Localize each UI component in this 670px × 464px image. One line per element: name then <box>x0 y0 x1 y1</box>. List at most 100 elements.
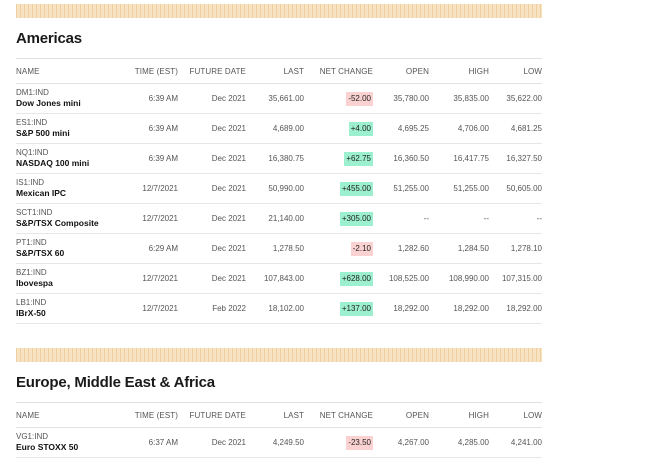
instrument-cell[interactable]: DM1:IND Dow Jones mini <box>16 83 126 114</box>
net-change-badge: +305.00 <box>339 211 373 226</box>
low-cell: -- <box>489 203 542 234</box>
low-cell: 35,622.00 <box>489 83 542 114</box>
last-cell: 35,661.00 <box>246 83 304 114</box>
net-change-cell: +4.00 <box>304 113 373 144</box>
last-cell: 16,380.75 <box>246 143 304 174</box>
ticker-link[interactable]: ES1:IND <box>16 118 48 127</box>
col-header-future-date: FUTURE DATE <box>178 403 246 428</box>
future-date-cell: Dec 2021 <box>178 83 246 114</box>
future-date-cell: Dec 2021 <box>178 143 246 174</box>
instrument-cell[interactable]: BZ1:IND Ibovespa <box>16 263 126 294</box>
table-row[interactable]: PT1:IND S&P/TSX 60 6:29 AM Dec 2021 1,278.50… <box>16 233 542 264</box>
table-row[interactable]: VG1:IND Euro STOXX 50 6:37 AM Dec 2021 4,249… <box>16 427 542 458</box>
ticker-link[interactable]: IS1:IND <box>16 178 45 187</box>
ticker-link[interactable]: BZ1:IND <box>16 268 47 277</box>
emea-table: NAME TIME (EST) FUTURE DATE LAST NET CHA… <box>16 403 542 458</box>
instrument-name: Mexican IPC <box>16 188 67 198</box>
section-title-americas: Americas <box>16 30 82 47</box>
col-header-open: OPEN <box>373 59 429 84</box>
instrument-cell[interactable]: NQ1:IND NASDAQ 100 mini <box>16 143 126 174</box>
instrument-name: S&P/TSX Composite <box>16 218 99 228</box>
open-cell: 18,292.00 <box>373 293 429 324</box>
time-cell: 6:37 AM <box>126 427 178 458</box>
last-cell: 4,249.50 <box>246 427 304 458</box>
instrument-name: NASDAQ 100 mini <box>16 158 90 168</box>
instrument-name: Euro STOXX 50 <box>16 442 79 452</box>
time-cell: 6:39 AM <box>126 143 178 174</box>
time-cell: 6:39 AM <box>126 83 178 114</box>
table-row[interactable]: NQ1:IND NASDAQ 100 mini 6:39 AM Dec 2021 16,… <box>16 143 542 174</box>
low-cell: 4,681.25 <box>489 113 542 144</box>
net-change-cell: -2.10 <box>304 233 373 264</box>
instrument-cell[interactable]: ES1:IND S&P 500 mini <box>16 113 126 144</box>
high-cell: 18,292.00 <box>429 293 489 324</box>
high-cell: 1,284.50 <box>429 233 489 264</box>
net-change-cell: +305.00 <box>304 203 373 234</box>
ticker-link[interactable]: NQ1:IND <box>16 148 49 157</box>
net-change-badge: +137.00 <box>339 301 373 316</box>
table-row[interactable]: LB1:IND IBrX-50 12/7/2021 Feb 2022 18,102.00… <box>16 293 542 324</box>
table-row[interactable]: BZ1:IND Ibovespa 12/7/2021 Dec 2021 107,843.… <box>16 263 542 294</box>
net-change-cell: +62.75 <box>304 143 373 174</box>
open-cell: 108,525.00 <box>373 263 429 294</box>
ticker-link[interactable]: VG1:IND <box>16 432 49 441</box>
open-cell: 35,780.00 <box>373 83 429 114</box>
low-cell: 4,241.00 <box>489 427 542 458</box>
instrument-cell[interactable]: PT1:IND S&P/TSX 60 <box>16 233 126 264</box>
futures-page: Americas NAME TIME (EST) FUTURE DATE LAS… <box>16 0 542 458</box>
col-header-name: NAME <box>16 59 126 84</box>
time-cell: 6:39 AM <box>126 113 178 144</box>
net-change-cell: -52.00 <box>304 83 373 114</box>
low-cell: 1,278.10 <box>489 233 542 264</box>
ticker-link[interactable]: SCT1:IND <box>16 208 53 217</box>
table-header-row: NAME TIME (EST) FUTURE DATE LAST NET CHA… <box>16 403 542 428</box>
table-row[interactable]: IS1:IND Mexican IPC 12/7/2021 Dec 2021 50,99… <box>16 173 542 204</box>
section-divider <box>16 58 542 59</box>
low-cell: 16,327.50 <box>489 143 542 174</box>
col-header-net-change: NET CHANGE <box>304 59 373 84</box>
col-header-future-date: FUTURE DATE <box>178 59 246 84</box>
future-date-cell: Dec 2021 <box>178 233 246 264</box>
table-row[interactable]: DM1:IND Dow Jones mini 6:39 AM Dec 2021 35,6… <box>16 83 542 114</box>
net-change-badge: +455.00 <box>339 181 373 196</box>
net-change-cell: +628.00 <box>304 263 373 294</box>
net-change-cell: +455.00 <box>304 173 373 204</box>
col-header-high: HIGH <box>429 403 489 428</box>
time-cell: 12/7/2021 <box>126 173 178 204</box>
future-date-cell: Dec 2021 <box>178 203 246 234</box>
time-cell: 12/7/2021 <box>126 293 178 324</box>
americas-table: NAME TIME (EST) FUTURE DATE LAST NET CHA… <box>16 59 542 324</box>
net-change-badge: +628.00 <box>339 271 373 286</box>
instrument-cell[interactable]: VG1:IND Euro STOXX 50 <box>16 427 126 458</box>
col-header-high: HIGH <box>429 59 489 84</box>
section-divider <box>16 402 542 403</box>
col-header-low: LOW <box>489 59 542 84</box>
instrument-name: IBrX-50 <box>16 308 46 318</box>
ticker-link[interactable]: PT1:IND <box>16 238 47 247</box>
time-cell: 6:29 AM <box>126 233 178 264</box>
net-change-cell: -23.50 <box>304 427 373 458</box>
ticker-link[interactable]: LB1:IND <box>16 298 47 307</box>
open-cell: 51,255.00 <box>373 173 429 204</box>
table-row[interactable]: ES1:IND S&P 500 mini 6:39 AM Dec 2021 4,689.… <box>16 113 542 144</box>
instrument-name: S&P/TSX 60 <box>16 248 65 258</box>
low-cell: 107,315.00 <box>489 263 542 294</box>
col-header-open: OPEN <box>373 403 429 428</box>
ticker-link[interactable]: DM1:IND <box>16 88 49 97</box>
low-cell: 50,605.00 <box>489 173 542 204</box>
last-cell: 50,990.00 <box>246 173 304 204</box>
net-change-badge: +62.75 <box>344 151 373 166</box>
col-header-low: LOW <box>489 403 542 428</box>
net-change-badge: +4.00 <box>348 121 373 136</box>
instrument-cell[interactable]: IS1:IND Mexican IPC <box>16 173 126 204</box>
col-header-net-change: NET CHANGE <box>304 403 373 428</box>
instrument-cell[interactable]: SCT1:IND S&P/TSX Composite <box>16 203 126 234</box>
section-stripe-emea <box>16 348 542 362</box>
open-cell: 4,267.00 <box>373 427 429 458</box>
last-cell: 21,140.00 <box>246 203 304 234</box>
table-row[interactable]: SCT1:IND S&P/TSX Composite 12/7/2021 Dec 20… <box>16 203 542 234</box>
last-cell: 1,278.50 <box>246 233 304 264</box>
high-cell: 35,835.00 <box>429 83 489 114</box>
instrument-cell[interactable]: LB1:IND IBrX-50 <box>16 293 126 324</box>
future-date-cell: Feb 2022 <box>178 293 246 324</box>
